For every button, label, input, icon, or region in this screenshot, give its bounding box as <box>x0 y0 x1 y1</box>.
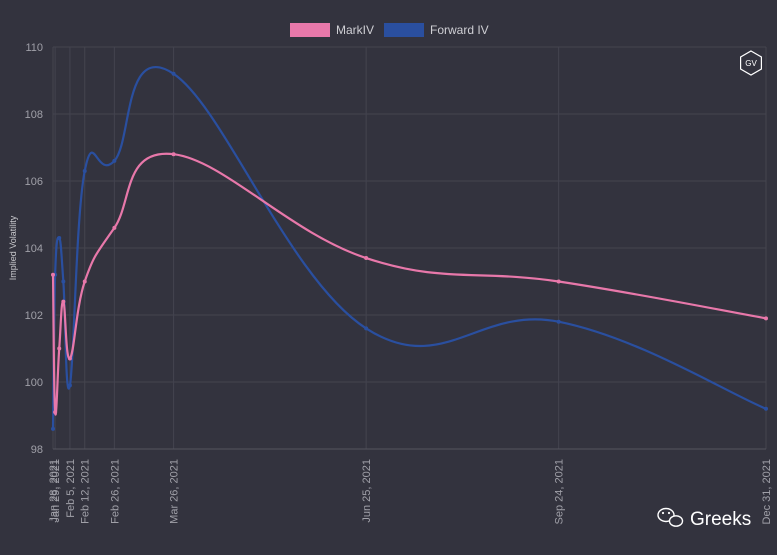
data-point <box>53 410 58 415</box>
x-tick-label: Jan 28, 2021 <box>48 459 60 523</box>
data-point <box>171 71 176 76</box>
y-tick-label: 98 <box>31 444 43 456</box>
y-tick-label: 100 <box>25 377 43 389</box>
x-tick-label: Sep 24, 2021 <box>554 459 566 524</box>
data-point <box>61 299 66 304</box>
gv-logo: GV <box>740 50 762 76</box>
grid-lines <box>52 46 767 450</box>
data-point <box>57 235 62 240</box>
gv-logo-text: GV <box>745 59 757 68</box>
data-point <box>112 225 117 230</box>
x-tick-label: Jun 25, 2021 <box>361 459 373 523</box>
legend-label-1: Forward IV <box>430 23 489 37</box>
greeks-watermark: Greeks <box>657 507 751 530</box>
data-point <box>364 326 369 331</box>
data-point <box>764 406 768 411</box>
data-point <box>51 272 55 277</box>
data-point <box>556 279 561 284</box>
x-tick-label: Feb 12, 2021 <box>80 459 92 524</box>
data-point <box>57 346 62 351</box>
y-axis-label: Implied Volatility <box>8 215 18 280</box>
data-point <box>364 256 369 261</box>
data-point <box>82 279 87 284</box>
legend-swatch-0 <box>290 23 330 37</box>
data-point <box>171 152 176 157</box>
data-point <box>112 158 117 163</box>
y-tick-label: 104 <box>25 243 43 255</box>
data-point <box>67 356 72 361</box>
x-tick-label: Feb 5, 2021 <box>65 459 77 518</box>
x-tick-label: Jan 29, 2021 <box>50 459 62 523</box>
x-tick-label: Dec 31, 2021 <box>761 459 773 524</box>
watermark-brand: Greeks <box>690 509 751 530</box>
wechat-icon <box>657 507 684 527</box>
y-tick-label: 106 <box>25 176 43 188</box>
data-point <box>556 319 561 324</box>
x-tick-label: Feb 26, 2021 <box>109 459 121 524</box>
x-tick-label: Mar 26, 2021 <box>169 459 181 524</box>
data-point <box>51 426 55 431</box>
data-point <box>82 168 87 173</box>
data-point <box>67 383 72 388</box>
legend-swatch-1 <box>384 23 424 37</box>
series-lines <box>51 65 768 431</box>
legend-label-0: MarkIV <box>336 23 374 37</box>
y-axis: 98 100 102 104 106 108 110 <box>25 42 43 456</box>
data-point <box>61 279 66 284</box>
y-tick-label: 108 <box>25 109 43 121</box>
data-point <box>764 316 768 321</box>
y-tick-label: 102 <box>25 310 43 322</box>
legend[interactable]: MarkIV Forward IV <box>290 23 489 37</box>
gv-logo-hexagon <box>740 50 762 76</box>
y-tick-label: 110 <box>25 42 43 54</box>
